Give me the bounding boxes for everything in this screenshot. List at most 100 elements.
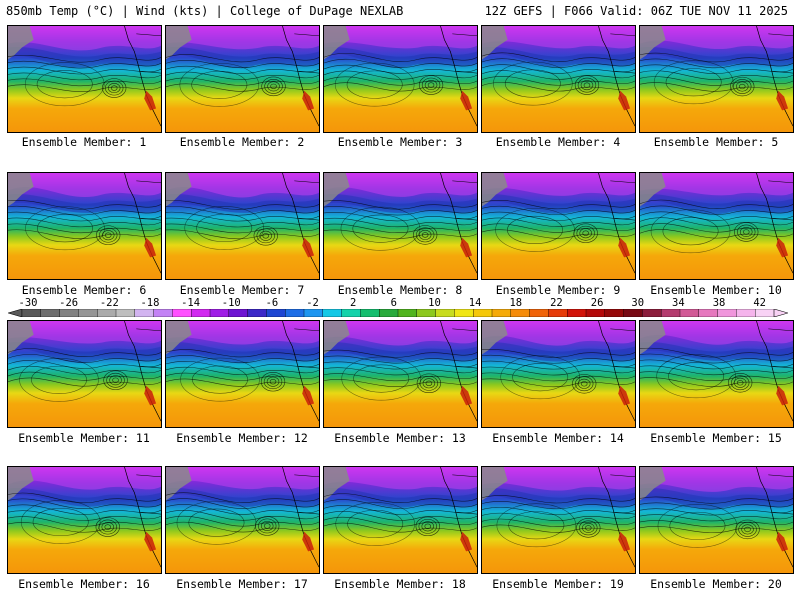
colorbar-swatch [548,309,568,317]
ensemble-member-label: Ensemble Member: 2 [179,135,305,149]
ensemble-member-label: Ensemble Member: 20 [650,577,782,591]
colorbar-swatch [21,309,42,317]
colorbar-swatch [228,309,249,317]
colorbar-swatch [78,309,98,317]
ensemble-map-15 [639,320,794,428]
colorbar-labels: -30 -26 -22 -18 -14 -10 -6 -2 2 6 10 14 18 22 26 30 34 38… [8,297,788,309]
ensemble-map-1 [7,25,162,133]
colorbar-swatch [303,309,324,317]
colorbar: -30 -26 -22 -18 -14 -10 -6 -2 2 6 10 14 18 22 26 30 34 38… [8,297,788,321]
colorbar-swatch [266,309,286,317]
ensemble-member-label: Ensemble Member: 16 [18,577,150,591]
colorbar-swatch [153,309,173,317]
colorbar-swatch [454,309,474,317]
colorbar-tick-label: -18 [140,297,160,309]
ensemble-map-3 [323,25,478,133]
colorbar-swatch [190,309,211,317]
colorbar-swatch [491,309,512,317]
ensemble-member-label: Ensemble Member: 8 [337,283,463,297]
colorbar-swatch [473,309,493,317]
ensemble-member-label: Ensemble Member: 9 [495,283,621,297]
colorbar-swatch [40,309,61,317]
ensemble-member-label: Ensemble Member: 19 [492,577,624,591]
colorbar-swatch [510,309,531,317]
colorbar-tick-label: -26 [59,297,79,309]
colorbar-swatch [96,309,117,317]
colorbar-swatch [134,309,155,317]
ensemble-member-label: Ensemble Member: 14 [492,431,624,445]
ensemble-map-14 [481,320,636,428]
ensemble-map-5 [639,25,794,133]
colorbar-high-arrow [773,309,788,317]
ensemble-member-label: Ensemble Member: 10 [650,283,782,297]
ensemble-map-7 [165,172,320,280]
ensemble-map-13 [323,320,478,428]
ensemble-map-17 [165,466,320,574]
ensemble-map-18 [323,466,478,574]
colorbar-tick-label: -10 [221,297,241,309]
colorbar-tick-label: 14 [468,297,482,309]
colorbar-swatch [435,309,455,317]
colorbar-swatch [397,309,418,317]
colorbar-swatch [736,309,756,317]
colorbar-swatch [679,309,700,317]
colorbar-swatch [623,309,643,317]
colorbar-swatch [755,309,775,317]
ensemble-map-10 [639,172,794,280]
ensemble-member-label: Ensemble Member: 18 [334,577,466,591]
colorbar-tick-label: 30 [631,297,645,309]
colorbar-tick-label: -14 [181,297,201,309]
ensemble-member-label: Ensemble Member: 6 [21,283,147,297]
colorbar-swatch [322,309,343,317]
colorbar-swatch [717,309,737,317]
colorbar-swatch [642,309,662,317]
colorbar-swatch [209,309,230,317]
ensemble-map-2 [165,25,320,133]
colorbar-tick-label: 10 [428,297,441,309]
colorbar-swatch [59,309,79,317]
ensemble-member-label: Ensemble Member: 12 [176,431,308,445]
ensemble-member-label: Ensemble Member: 15 [650,431,782,445]
chart-title: 850mb Temp (°C) | Wind (kts) | College o… [6,4,404,18]
ensemble-member-label: Ensemble Member: 4 [495,135,621,149]
colorbar-swatches [8,309,788,317]
colorbar-swatch [604,309,625,317]
colorbar-tick-label: 34 [672,297,685,309]
run-info: 12Z GEFS | F066 Valid: 06Z TUE NOV 11 20… [484,4,788,18]
ensemble-map-8 [323,172,478,280]
ensemble-map-12 [165,320,320,428]
ensemble-member-label: Ensemble Member: 3 [337,135,463,149]
colorbar-tick-label: 26 [590,297,604,309]
colorbar-tick-label: 22 [550,297,563,309]
colorbar-swatch [416,309,437,317]
colorbar-tick-label: 18 [509,297,523,309]
ensemble-map-4 [481,25,636,133]
colorbar-swatch [247,309,267,317]
colorbar-tick-label: 2 [350,297,357,309]
ensemble-member-label: Ensemble Member: 1 [21,135,147,149]
ensemble-member-label: Ensemble Member: 17 [176,577,308,591]
ensemble-map-6 [7,172,162,280]
ensemble-map-16 [7,466,162,574]
colorbar-swatch [360,309,380,317]
colorbar-swatch [115,309,136,317]
colorbar-tick-label: -30 [18,297,38,309]
colorbar-tick-label: -22 [99,297,119,309]
colorbar-tick-label: -6 [265,297,279,309]
colorbar-swatch [379,309,399,317]
colorbar-tick-label: 38 [712,297,726,309]
ensemble-map-19 [481,466,636,574]
colorbar-low-arrow [8,309,23,317]
ensemble-map-9 [481,172,636,280]
colorbar-tick-label: 42 [753,297,766,309]
colorbar-swatch [172,309,192,317]
colorbar-tick-label: 6 [390,297,397,309]
colorbar-swatch [285,309,305,317]
ensemble-member-label: Ensemble Member: 13 [334,431,466,445]
colorbar-tick-label: -2 [306,297,319,309]
colorbar-swatch [341,309,361,317]
ensemble-member-label: Ensemble Member: 5 [653,135,779,149]
colorbar-swatch [661,309,681,317]
colorbar-swatch [529,309,549,317]
colorbar-swatch [567,309,587,317]
